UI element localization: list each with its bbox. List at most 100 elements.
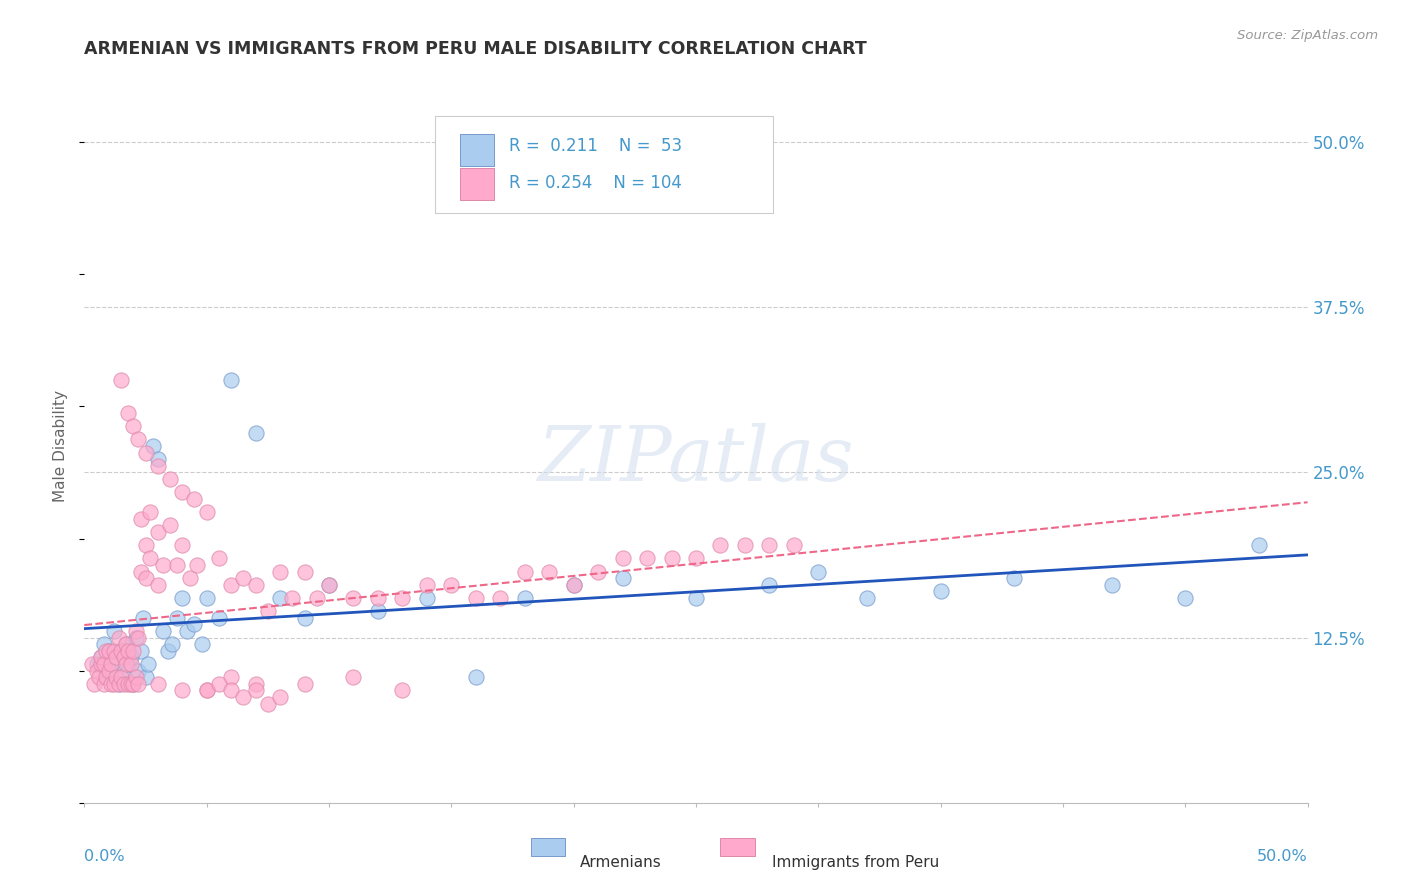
Point (734, 538, 756, 552)
FancyBboxPatch shape (460, 169, 494, 200)
Point (96, 670, 118, 684)
Point (122, 677, 145, 691)
Text: Source: ZipAtlas.com: Source: ZipAtlas.com (1237, 29, 1378, 42)
Point (96, 644, 118, 658)
Point (685, 551, 707, 566)
Point (685, 591, 707, 605)
Point (245, 683, 267, 698)
Point (232, 690, 254, 704)
Point (232, 571, 254, 585)
Point (112, 650, 135, 665)
Point (586, 565, 609, 579)
Point (152, 558, 174, 572)
Point (391, 683, 413, 698)
Point (97, 644, 120, 658)
Point (294, 565, 316, 579)
Text: 50.0%: 50.0% (1257, 849, 1308, 864)
FancyBboxPatch shape (531, 838, 565, 856)
Point (127, 631, 149, 645)
Point (269, 690, 291, 704)
Point (93, 657, 115, 671)
Point (245, 677, 267, 691)
Point (195, 505, 218, 519)
Point (146, 578, 169, 592)
Point (208, 677, 231, 691)
Point (269, 591, 291, 605)
Text: 0.0%: 0.0% (84, 849, 125, 864)
Point (135, 571, 157, 585)
Point (195, 683, 218, 698)
Point (219, 578, 242, 592)
Point (245, 578, 267, 592)
Point (159, 518, 181, 533)
Point (257, 697, 280, 711)
Point (1247, 538, 1270, 552)
FancyBboxPatch shape (720, 838, 755, 856)
Point (110, 644, 132, 658)
Point (294, 677, 316, 691)
Point (96, 670, 118, 684)
Point (156, 644, 179, 658)
Point (318, 578, 340, 592)
Point (125, 670, 148, 684)
Point (195, 683, 218, 698)
Point (183, 491, 205, 506)
Point (172, 591, 194, 605)
Text: R =  0.211    N =  53: R = 0.211 N = 53 (509, 137, 682, 155)
Point (367, 604, 389, 618)
Point (122, 677, 145, 691)
Point (146, 452, 169, 467)
Point (86, 657, 108, 671)
Point (100, 677, 122, 691)
Point (139, 505, 162, 519)
Point (661, 551, 683, 566)
Text: Immigrants from Peru: Immigrants from Peru (772, 855, 939, 870)
Point (1002, 571, 1025, 585)
Point (93, 677, 115, 691)
Point (135, 670, 157, 684)
Point (208, 611, 231, 625)
Point (245, 425, 267, 440)
Point (318, 578, 340, 592)
Point (513, 591, 536, 605)
Point (127, 664, 149, 678)
Point (342, 591, 364, 605)
Point (152, 624, 174, 638)
Point (117, 657, 139, 671)
Point (166, 611, 188, 625)
Point (132, 611, 155, 625)
Point (489, 591, 512, 605)
Point (612, 571, 634, 585)
Point (122, 419, 145, 434)
Point (135, 445, 157, 459)
Point (636, 551, 658, 566)
Point (103, 677, 125, 691)
Point (219, 670, 242, 684)
Point (80, 657, 103, 671)
Point (87, 670, 110, 684)
Point (183, 617, 205, 632)
Point (103, 624, 125, 638)
Point (129, 565, 152, 579)
Point (120, 677, 142, 691)
Point (172, 683, 194, 698)
Point (100, 664, 122, 678)
Text: R = 0.254    N = 104: R = 0.254 N = 104 (509, 175, 682, 193)
Point (146, 458, 169, 473)
Point (86, 664, 108, 678)
Y-axis label: Male Disability: Male Disability (53, 390, 69, 502)
Point (139, 551, 162, 566)
Point (416, 578, 439, 592)
Point (807, 565, 830, 579)
Point (758, 538, 780, 552)
Point (107, 631, 129, 645)
Point (117, 644, 139, 658)
Point (120, 650, 142, 665)
Point (367, 591, 389, 605)
Point (120, 657, 142, 671)
Point (208, 551, 231, 566)
Point (142, 439, 165, 453)
Point (709, 538, 731, 552)
Point (90, 657, 112, 671)
Point (105, 657, 128, 671)
